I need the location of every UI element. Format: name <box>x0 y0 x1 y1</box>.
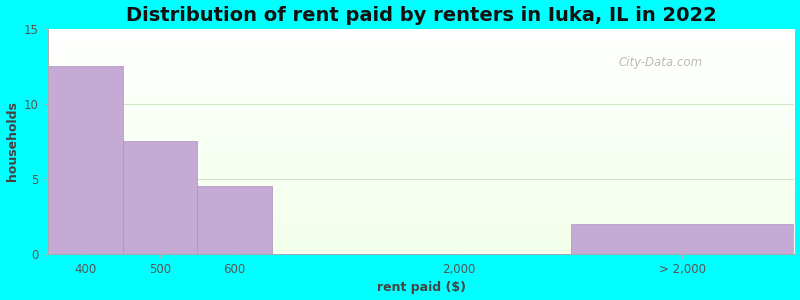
Y-axis label: households: households <box>6 101 18 181</box>
Bar <box>122 141 198 254</box>
Bar <box>570 224 794 254</box>
X-axis label: rent paid ($): rent paid ($) <box>377 281 466 294</box>
Bar <box>48 66 122 254</box>
Text: City-Data.com: City-Data.com <box>618 56 702 69</box>
Bar <box>198 186 272 254</box>
Title: Distribution of rent paid by renters in Iuka, IL in 2022: Distribution of rent paid by renters in … <box>126 6 717 25</box>
